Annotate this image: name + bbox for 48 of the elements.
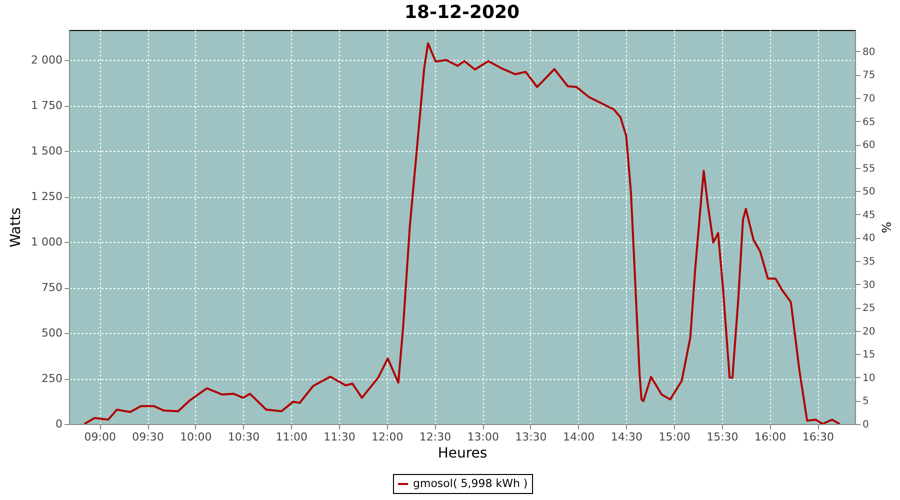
x-tick-label: 13:30 — [515, 430, 547, 444]
y-tick-label: 0 — [56, 418, 62, 430]
x-tick-label: 16:00 — [754, 430, 786, 444]
y-tick-label: 1 000 — [31, 236, 62, 249]
y2-tick-label: 0 — [862, 420, 869, 430]
legend-label: gmosol( 5,998 kWh ) — [413, 477, 528, 490]
x-tick-label: 15:30 — [706, 430, 738, 444]
y2-tick-label: 15 — [862, 350, 876, 361]
y-tick-label: 250 — [42, 372, 62, 386]
x-tick-label: 10:00 — [180, 430, 212, 444]
x-tick-label: 16:30 — [802, 430, 834, 444]
x-tick-label: 14:30 — [610, 430, 643, 444]
y2-tick-label: 5 — [862, 396, 869, 408]
y2-tick-label: 45 — [862, 210, 876, 221]
x-tick-label: 09:00 — [84, 430, 116, 444]
y2-tick-label: 10 — [862, 372, 876, 384]
y2-tick-label: 65 — [862, 116, 876, 128]
y2-tick-label: 50 — [862, 186, 876, 198]
y2-tick-label: 30 — [862, 280, 876, 291]
y-tick-label: 1 500 — [31, 144, 62, 158]
x-tick-label: 12:00 — [371, 430, 404, 444]
line-series — [83, 42, 841, 424]
y2-tick-label: 75 — [862, 70, 876, 82]
y2-tick-label: 40 — [862, 233, 876, 244]
y2-tick-label: 60 — [862, 140, 876, 152]
y-tick-label: 1 250 — [31, 190, 62, 204]
y2-tick-label: 25 — [862, 303, 876, 314]
y-tick-label: 2 000 — [31, 54, 62, 67]
x-tick-label: 12:30 — [419, 430, 452, 444]
y2-tick-label: 20 — [862, 326, 876, 338]
y2-tick-label: 80 — [862, 46, 876, 58]
x-tick-label: 14:00 — [562, 430, 595, 444]
x-tick-label: 15:00 — [658, 430, 690, 444]
y2-axis-title: % — [879, 222, 894, 234]
y-tick-label: 750 — [42, 281, 62, 294]
y-tick-label: 500 — [42, 326, 62, 340]
x-tick-label: 13:00 — [467, 430, 499, 444]
x-axis-title: Heures — [438, 446, 488, 462]
x-tick-label: 10:30 — [228, 430, 260, 444]
y-axis-title: Watts — [8, 208, 24, 248]
y-tick-label: 1 750 — [31, 99, 62, 112]
x-tick-label: 11:00 — [276, 430, 308, 444]
x-tick-label: 11:30 — [324, 430, 356, 444]
y2-tick-label: 55 — [862, 163, 876, 174]
x-tick-label: 09:30 — [132, 430, 164, 444]
chart-title: 18-12-2020 — [404, 2, 520, 23]
y2-tick-label: 35 — [862, 256, 876, 268]
y2-tick-label: 70 — [862, 93, 876, 104]
